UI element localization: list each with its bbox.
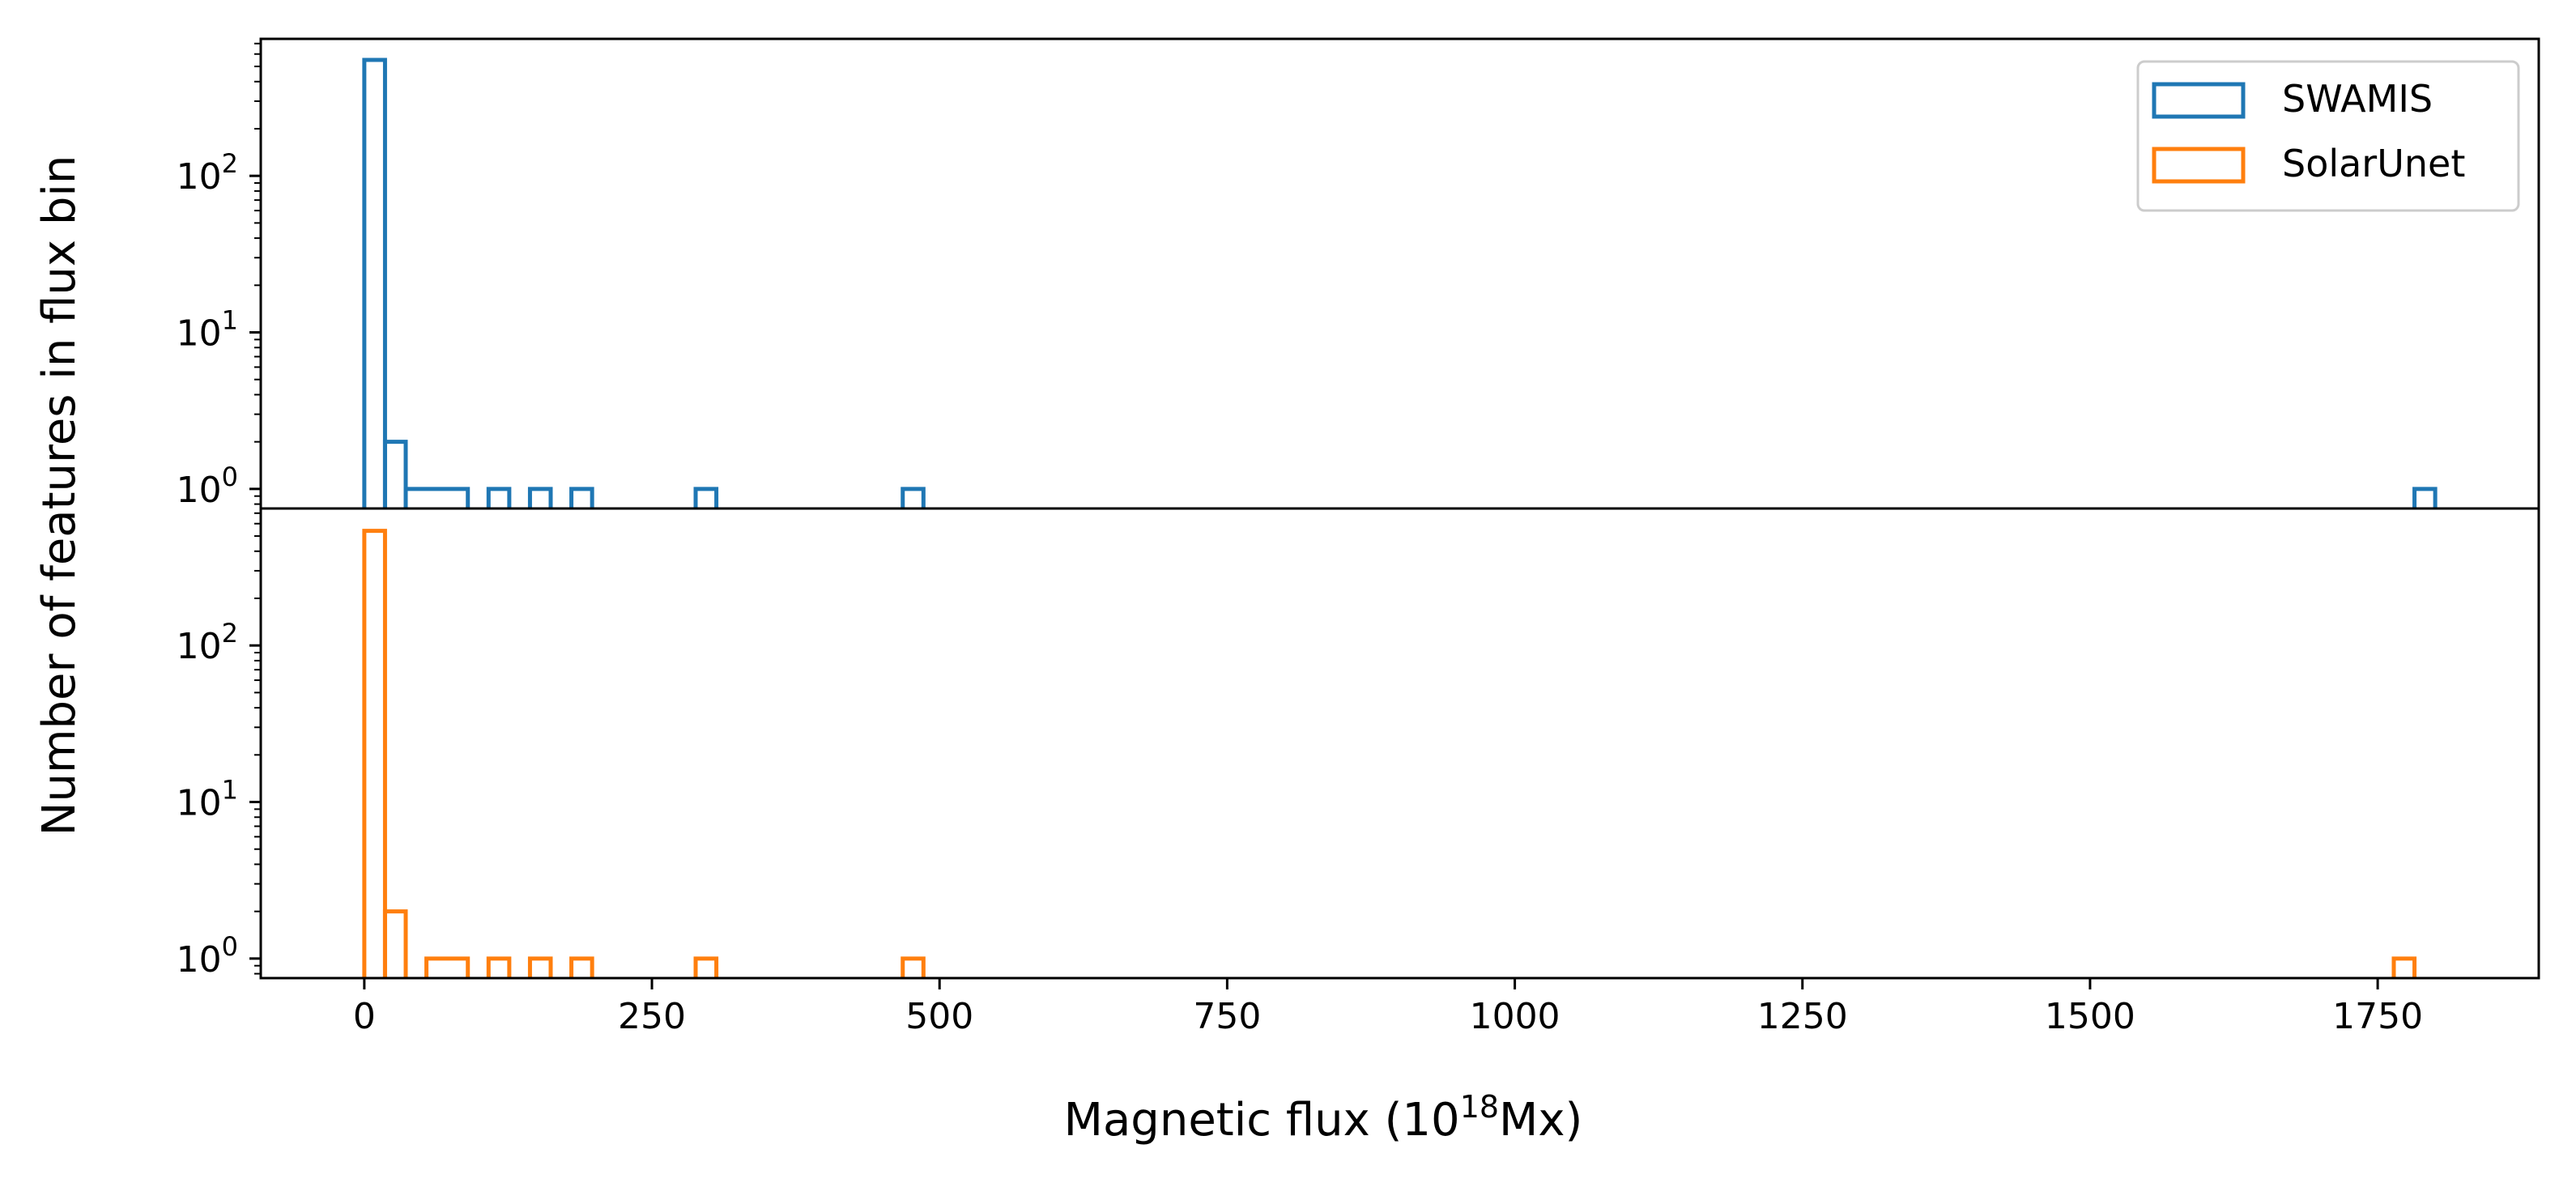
x-tick-label-7: 1750 [2332, 996, 2423, 1037]
solarunet-bin-1 [382, 909, 408, 978]
solarunet-bin-4 [527, 956, 553, 978]
panel-0-y-tick-label-2: 102 [177, 148, 238, 198]
panel-1-y-tick-label-2: 102 [177, 618, 238, 667]
swamis-bin-0 [362, 57, 387, 508]
panel-1-frame [259, 507, 2540, 980]
solarunet-bin-8 [2391, 956, 2417, 978]
legend-frame [2136, 60, 2520, 212]
x-axis-label-prefix: Magnetic flux (10 [1064, 1094, 1460, 1147]
solarunet-bin-2 [424, 956, 470, 978]
x-tick-label-6: 1500 [2045, 996, 2135, 1037]
legend-label-1: SolarUnet [2282, 142, 2465, 185]
x-axis: 0 250 500 750 1000 1250 1500 1750 [353, 978, 2423, 1037]
solarunet-bin-6 [693, 956, 719, 978]
x-tick-label-4: 1000 [1470, 996, 1561, 1037]
swamis-bin-7 [901, 487, 926, 508]
bottom-panel-solarunet: 100 101 102 [177, 507, 2540, 981]
solarunet-bin-5 [569, 956, 594, 978]
solarunet-bin-3 [486, 956, 512, 978]
legend-swatch-1 [2152, 147, 2246, 184]
swamis-bin-6 [693, 487, 719, 508]
solarunet-bin-0 [362, 529, 387, 978]
swamis-bin-5 [569, 487, 594, 508]
panel-0-y-tick-label-0: 100 [177, 462, 238, 511]
panel-1-y-tick-label-1: 101 [177, 775, 238, 824]
x-tick-label-2: 500 [905, 996, 973, 1037]
swamis-bin-8 [2412, 487, 2438, 508]
x-tick-label-1: 250 [618, 996, 686, 1037]
swamis-bin-1 [382, 440, 408, 508]
legend: SWAMIS SolarUnet [2136, 60, 2520, 212]
legend-label-0: SWAMIS [2282, 77, 2433, 121]
legend-swatch-0 [2152, 82, 2246, 119]
x-tick-label-3: 750 [1193, 996, 1261, 1037]
x-axis-label: Magnetic flux (1018Mx) [1064, 1089, 1583, 1147]
panel-0-y-tick-label-1: 101 [177, 305, 238, 355]
x-axis-label-suffix: Mx) [1499, 1094, 1582, 1147]
swamis-bin-2 [403, 487, 470, 508]
x-axis-label-sup: 18 [1460, 1089, 1499, 1125]
solarunet-bin-7 [901, 956, 926, 978]
swamis-bin-3 [486, 487, 512, 508]
swamis-bin-4 [527, 487, 553, 508]
panel-1-y-tick-label-0: 100 [177, 931, 238, 981]
x-tick-label-0: 0 [353, 996, 376, 1037]
x-tick-label-5: 1250 [1757, 996, 1848, 1037]
y-axis-label: Number of features in flux bin [33, 155, 86, 836]
